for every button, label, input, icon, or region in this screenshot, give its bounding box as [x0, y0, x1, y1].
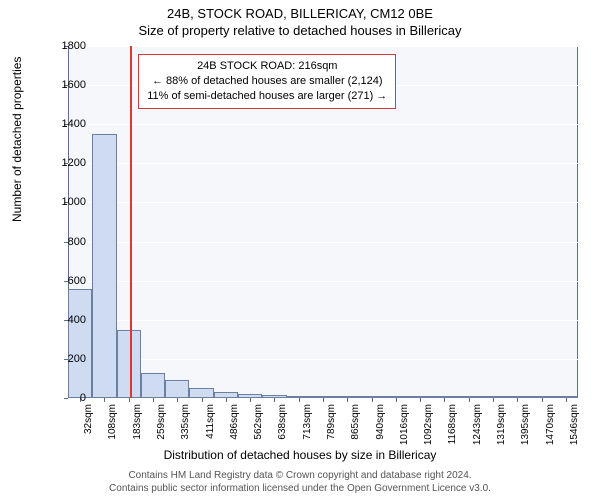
property-callout: 24B STOCK ROAD: 216sqm ← 88% of detached… [138, 54, 396, 109]
x-tick-label: 1092sqm [423, 404, 434, 445]
histogram-chart: 24B STOCK ROAD: 216sqm ← 88% of detached… [68, 46, 578, 398]
x-tick-label: 789sqm [326, 404, 337, 440]
gridline [68, 124, 578, 125]
y-tick-label: 1400 [46, 118, 86, 130]
gridline [68, 359, 578, 360]
gridline [68, 202, 578, 203]
x-tick-label: 486sqm [229, 404, 240, 440]
x-axis-label: Distribution of detached houses by size … [0, 448, 600, 462]
page-title-subtitle: Size of property relative to detached ho… [0, 21, 600, 38]
x-tick-label: 1470sqm [545, 404, 556, 445]
footer-copyright-2: Contains public sector information licen… [0, 483, 600, 494]
x-tick-label: 1016sqm [399, 404, 410, 445]
gridline [68, 46, 578, 47]
callout-line1: 24B STOCK ROAD: 216sqm [147, 59, 387, 74]
page-title-address: 24B, STOCK ROAD, BILLERICAY, CM12 0BE [0, 0, 600, 21]
x-tick-label: 411sqm [205, 404, 216, 439]
x-tick-label: 32sqm [83, 404, 94, 434]
callout-line3: 11% of semi-detached houses are larger (… [147, 89, 387, 104]
footer-copyright-1: Contains HM Land Registry data © Crown c… [0, 470, 600, 481]
callout-line2: ← 88% of detached houses are smaller (2,… [147, 74, 387, 89]
x-tick-label: 562sqm [253, 404, 264, 440]
x-tick-label: 638sqm [277, 404, 288, 440]
gridline [68, 320, 578, 321]
x-tick-label: 865sqm [350, 404, 361, 440]
y-tick-label: 1800 [46, 40, 86, 52]
x-tick-label: 108sqm [107, 404, 118, 440]
x-tick-label: 1168sqm [447, 404, 458, 444]
y-tick-label: 1200 [46, 157, 86, 169]
histogram-bar [189, 388, 213, 398]
y-tick-label: 600 [46, 275, 86, 287]
x-tick-label: 1546sqm [569, 404, 580, 445]
x-tick-label: 1319sqm [496, 404, 507, 445]
histogram-bar [165, 380, 189, 398]
gridline [68, 281, 578, 282]
x-tick-label: 183sqm [132, 404, 143, 440]
y-tick-label: 1600 [46, 79, 86, 91]
y-tick-label: 800 [46, 236, 86, 248]
y-tick-label: 200 [46, 353, 86, 365]
histogram-bar [141, 373, 165, 398]
x-tick-label: 335sqm [180, 404, 191, 440]
x-tick-label: 259sqm [156, 404, 167, 440]
x-tick-label: 940sqm [375, 404, 386, 440]
histogram-bar [92, 134, 116, 398]
x-tick-label: 1395sqm [520, 404, 531, 445]
property-marker-line [130, 46, 132, 398]
gridline [68, 163, 578, 164]
y-tick-label: 400 [46, 314, 86, 326]
histogram-bar [117, 330, 141, 398]
y-tick-label: 1000 [46, 196, 86, 208]
y-tick-label: 0 [46, 392, 86, 404]
x-tick-label: 1243sqm [472, 404, 483, 445]
histogram-bar [68, 289, 92, 399]
x-tick-label: 713sqm [302, 404, 313, 440]
gridline [68, 242, 578, 243]
y-axis-label: Number of detached properties [10, 57, 24, 222]
